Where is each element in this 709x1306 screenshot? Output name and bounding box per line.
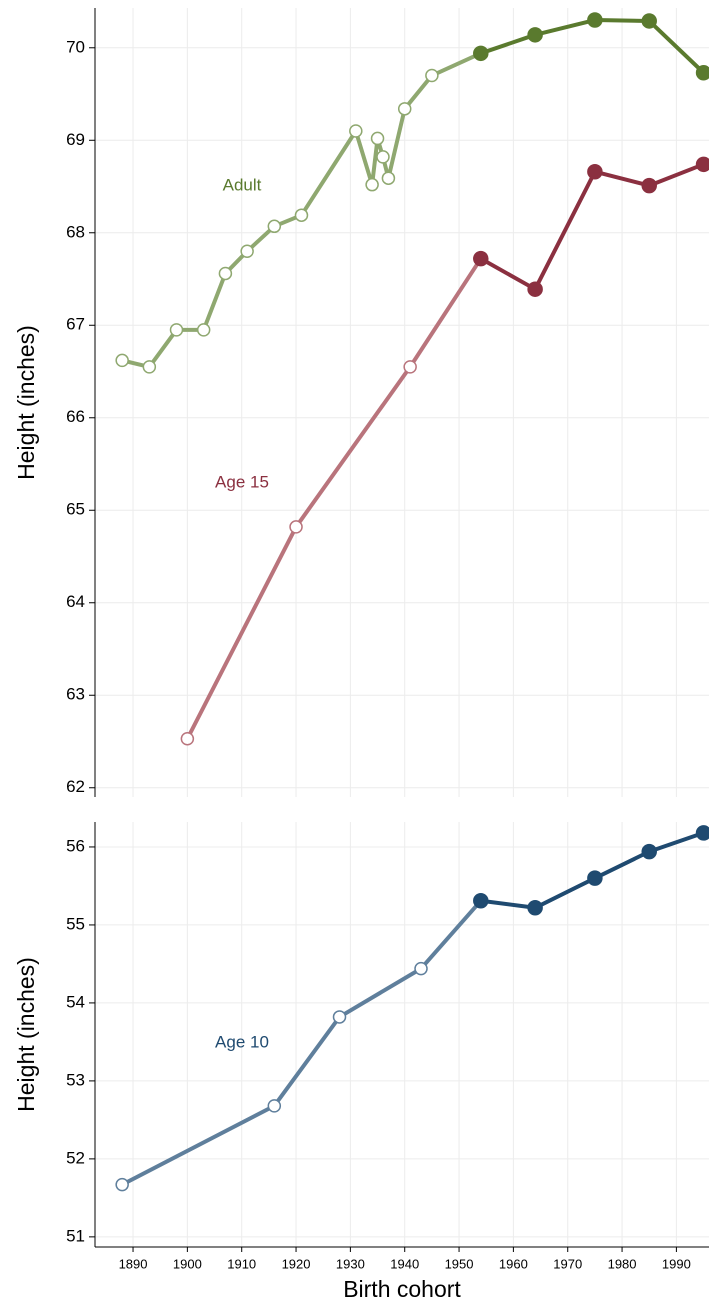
point [196,323,211,337]
y-tick-label: 64 [66,592,85,611]
point [267,1099,282,1113]
x-tick-label: 1940 [390,1256,419,1271]
point [425,68,439,83]
point [473,893,489,909]
y-tick-label: 62 [66,777,85,796]
series-label: Age 15 [215,472,269,491]
x-tick-label: 1920 [282,1256,311,1271]
y-tick-label: 65 [66,500,85,519]
series-label: Age 10 [215,1032,269,1051]
point [695,825,709,841]
y-tick-label: 69 [66,130,85,149]
point [289,520,303,534]
series-line [480,831,705,910]
y-axis-title: Height (inches) [13,325,39,480]
point [115,1177,129,1192]
point [695,156,709,173]
x-tick-label: 1950 [445,1256,474,1271]
point [115,353,129,368]
point [365,177,379,192]
point [180,731,195,746]
x-tick-label: 1910 [227,1256,256,1271]
point [695,65,709,81]
point [376,150,390,164]
point [381,171,396,185]
point [587,12,603,28]
x-tick-label: 1970 [553,1256,582,1271]
point [294,208,309,222]
point [641,13,657,29]
point [473,45,489,62]
point [527,900,543,916]
series-line [479,162,705,292]
point [240,244,254,259]
x-tick-label: 1930 [336,1256,365,1271]
y-tick-label: 55 [66,914,85,933]
point [641,843,657,860]
x-tick-label: 1960 [499,1256,528,1271]
y-tick-label: 52 [66,1148,85,1167]
point [587,163,603,180]
y-tick-label: 53 [66,1070,85,1089]
x-axis-title: Birth cohort [343,1276,461,1302]
point [349,124,363,138]
y-tick-label: 63 [66,685,85,704]
x-tick-label: 1990 [662,1256,691,1271]
series-label: Adult [223,175,262,194]
y-axis-title: Height (inches) [13,957,39,1112]
point [473,250,489,267]
series-line [185,257,483,740]
y-tick-label: 66 [66,407,85,426]
point [527,281,543,297]
point [267,219,282,234]
y-tick-label: 70 [66,37,85,56]
x-tick-label: 1900 [173,1256,202,1271]
point [414,961,428,976]
point [641,177,657,194]
x-tick-label: 1890 [119,1256,148,1271]
point [403,360,417,374]
series-line [480,18,705,75]
point [370,131,385,146]
point [142,360,157,374]
point [397,102,412,116]
y-tick-label: 54 [66,992,85,1011]
point [527,27,543,43]
y-tick-label: 68 [66,222,85,241]
y-tick-label: 67 [66,315,85,334]
point [218,266,233,281]
point [332,1010,347,1024]
y-tick-label: 51 [66,1226,85,1245]
series-line [121,51,482,369]
x-tick-label: 1980 [608,1256,637,1271]
point [169,323,184,337]
point [587,870,603,886]
series-line [121,899,483,1187]
y-tick-label: 56 [66,836,85,855]
